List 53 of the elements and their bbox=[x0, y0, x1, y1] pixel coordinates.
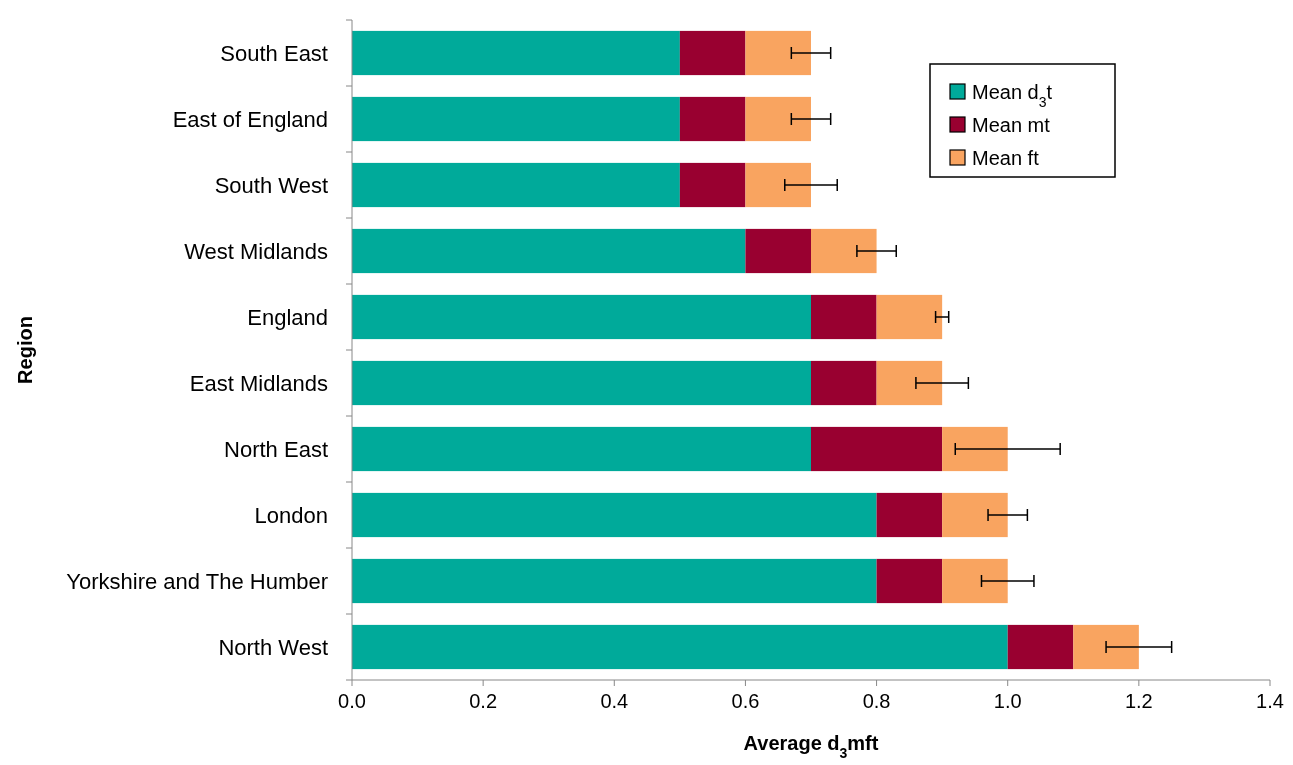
x-tick-label: 0.0 bbox=[338, 690, 366, 712]
bar bbox=[352, 162, 680, 208]
y-tick-label: South West bbox=[214, 172, 328, 198]
bar bbox=[352, 96, 680, 142]
bar bbox=[352, 426, 811, 472]
y-tick-label: East Midlands bbox=[189, 370, 328, 396]
bar bbox=[352, 228, 746, 274]
bar bbox=[876, 294, 943, 340]
bar bbox=[352, 624, 1008, 670]
bar bbox=[745, 228, 811, 274]
bar bbox=[352, 360, 811, 406]
legend-label: Mean mt bbox=[972, 114, 1051, 136]
bar bbox=[876, 492, 943, 538]
bar bbox=[745, 96, 811, 142]
bar bbox=[811, 294, 877, 340]
bar bbox=[352, 558, 877, 604]
x-axis-title: Average d$_{3}$mft bbox=[743, 732, 879, 761]
bar bbox=[876, 360, 943, 406]
bar bbox=[745, 30, 811, 76]
bar bbox=[745, 162, 811, 208]
y-tick-label: North East bbox=[224, 436, 328, 462]
y-tick-label: North West bbox=[218, 634, 328, 660]
legend-label: Mean d$_{3}$t bbox=[972, 81, 1053, 110]
bar bbox=[1007, 624, 1074, 670]
x-tick-label: 0.8 bbox=[862, 690, 891, 712]
bar bbox=[679, 96, 746, 142]
bar bbox=[679, 162, 746, 208]
y-tick-label: London bbox=[254, 502, 328, 528]
y-tick-label: East of England bbox=[172, 106, 328, 132]
bar bbox=[811, 360, 877, 406]
bar bbox=[1073, 624, 1139, 670]
bar bbox=[942, 426, 1008, 472]
bar bbox=[876, 558, 943, 604]
x-tick-label: 1.4 bbox=[1256, 690, 1284, 712]
y-tick-label: West Midlands bbox=[184, 238, 328, 264]
x-tick-label: 1.0 bbox=[993, 690, 1022, 712]
bar bbox=[942, 492, 1008, 538]
bar bbox=[352, 30, 680, 76]
bar bbox=[811, 426, 943, 472]
bar bbox=[352, 294, 811, 340]
x-tick-label: 1.2 bbox=[1124, 690, 1153, 712]
bar bbox=[679, 30, 746, 76]
y-tick-label: Yorkshire and The Humber bbox=[66, 568, 328, 594]
y-tick-label: England bbox=[247, 304, 328, 330]
y-axis-title: Region bbox=[14, 316, 36, 384]
legend-label: Mean ft bbox=[972, 147, 1040, 169]
bar bbox=[811, 228, 877, 274]
bar bbox=[352, 492, 877, 538]
y-tick-label: South East bbox=[220, 40, 328, 66]
x-tick-label: 0.2 bbox=[469, 690, 498, 712]
x-tick-label: 0.4 bbox=[600, 690, 629, 712]
x-tick-label: 0.6 bbox=[731, 690, 760, 712]
bar bbox=[942, 558, 1008, 604]
